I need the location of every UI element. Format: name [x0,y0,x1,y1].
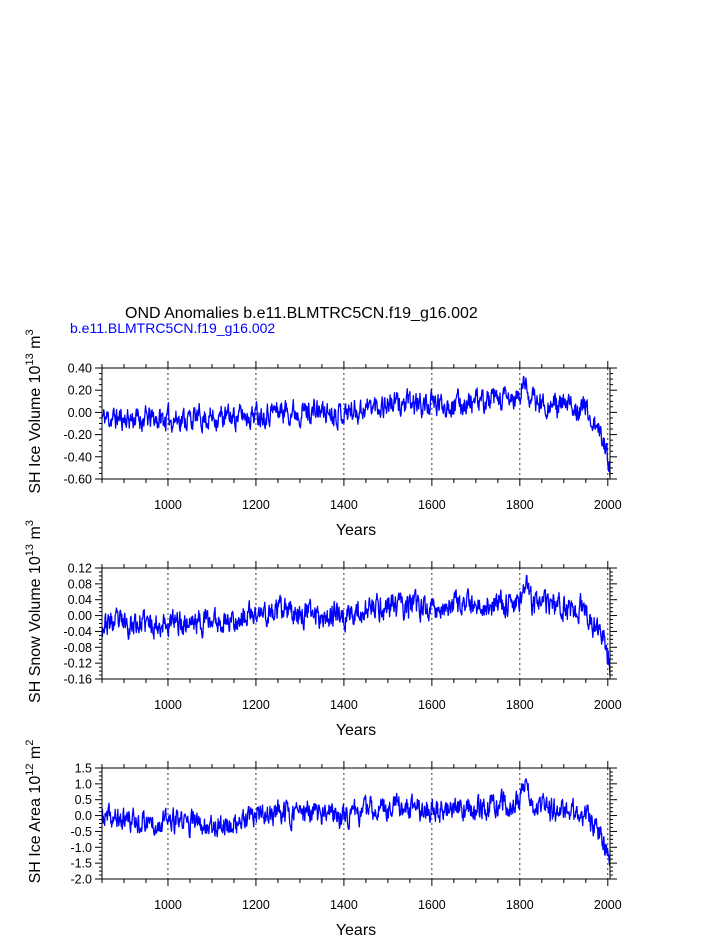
x-tick-label: 1600 [418,698,446,712]
y-tick-label: -0.20 [64,428,93,442]
data-line [101,778,611,867]
x-axis-label: Years [336,922,376,935]
x-tick-label: 1800 [506,498,534,512]
x-tick-label: 1000 [154,498,182,512]
x-tick-label: 1000 [154,698,182,712]
data-line [101,375,611,477]
y-tick-label: 0.00 [68,406,92,420]
x-tick-label: 1800 [506,698,534,712]
y-tick-label: -0.16 [64,673,93,687]
y-tick-label: 0.40 [68,362,92,376]
y-tick-label: -0.08 [64,641,93,655]
x-tick-label: 2000 [594,498,622,512]
x-tick-label: 2000 [594,898,622,912]
y-tick-label: 0.12 [68,562,92,576]
y-tick-label: 0.0 [75,809,92,823]
x-tick-label: 1600 [418,898,446,912]
x-tick-label: 1200 [242,698,270,712]
y-tick-label: 1.0 [75,777,92,791]
panel-3: 1000 1200 1400 1600 1800 2000 1.51.0 0.5 0.0 -0.5… [24,740,622,935]
y-tick-label: -0.40 [64,450,93,464]
panel-1: 1000 1200 1400 1600 1800 2000 0.40 0.20 0.00 -0.2… [24,329,622,539]
x-tick-label: 1600 [418,498,446,512]
x-axis-label: Years [336,722,376,739]
x-tick-label: 1400 [330,898,358,912]
legend-label: b.e11.BLMTRC5CN.f19_g16.002 [70,320,276,336]
y-tick-label: -2.0 [70,873,92,887]
x-axis-label: Years [336,522,376,539]
x-tick-label: 1400 [330,498,358,512]
x-tick-label: 1800 [506,898,534,912]
chart-title: OND Anomalies b.e11.BLMTRC5CN.f19_g16.00… [125,305,478,322]
x-tick-label: 1400 [330,698,358,712]
plot-frame [101,367,611,480]
y-axis-label: SH Snow Volume 1013 m3 [24,520,44,703]
y-tick-label: -0.60 [64,473,93,487]
y-tick-label: 0.20 [68,384,92,398]
y-tick-label: -0.5 [70,825,92,839]
y-tick-label: -0.12 [64,657,93,671]
x-tick-label: 2000 [594,698,622,712]
y-tick-label: 0.5 [75,793,92,807]
y-tick-label: 0.04 [68,593,92,607]
y-axis-label: SH Ice Volume 1013 m3 [24,329,44,493]
x-tick-label: 1000 [154,898,182,912]
x-tick-label: 1200 [242,498,270,512]
data-line [101,574,611,677]
x-tick-label: 1200 [242,898,270,912]
y-tick-label: -1.0 [70,841,92,855]
y-tick-label: 1.5 [75,762,92,776]
y-tick-label: 0.08 [68,577,92,591]
panel-2: 1000 1200 1400 1600 1800 2000 0.120.08 0.04 0.00… [24,520,622,739]
y-tick-label: -1.5 [70,857,92,871]
y-axis-label: SH Ice Area 1012 m2 [24,740,44,884]
y-tick-label: 0.00 [68,609,92,623]
y-tick-label: -0.04 [64,625,93,639]
